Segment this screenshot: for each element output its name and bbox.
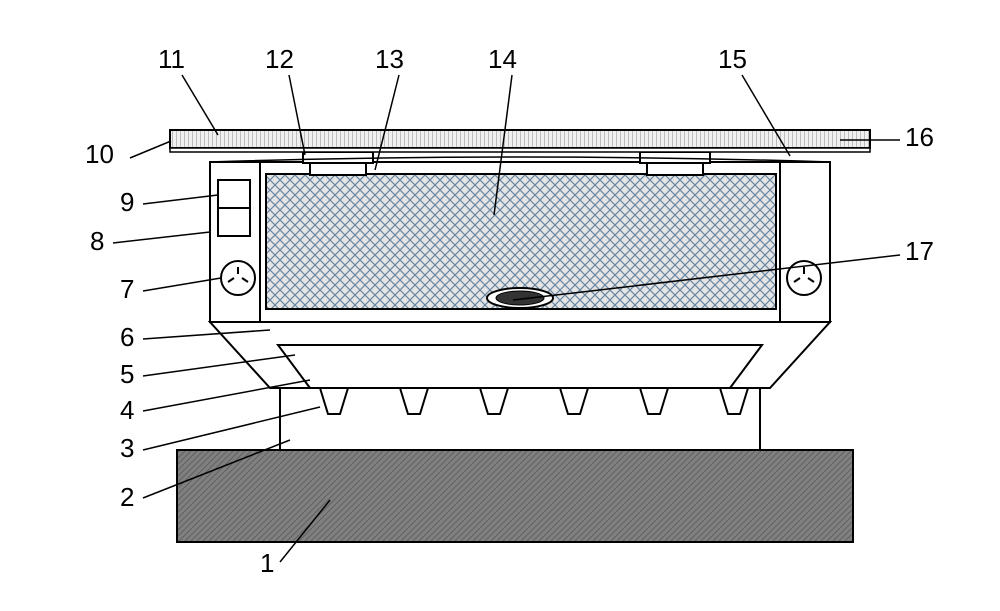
base-plate xyxy=(177,450,853,542)
label-8: 8 xyxy=(90,226,104,257)
label-6: 6 xyxy=(120,322,134,353)
label-14: 14 xyxy=(488,44,517,75)
label-10: 10 xyxy=(85,139,114,170)
nozzle-cone xyxy=(560,388,588,414)
technical-diagram: 1 2 3 4 5 6 7 8 9 10 11 12 13 14 15 16 1… xyxy=(0,0,1000,611)
nozzle-cone xyxy=(720,388,748,414)
nozzle-cone xyxy=(480,388,508,414)
bracket-right xyxy=(640,152,710,175)
label-16: 16 xyxy=(905,122,934,153)
label-5: 5 xyxy=(120,359,134,390)
label-9: 9 xyxy=(120,187,134,218)
nozzle-row xyxy=(320,388,748,414)
bracket-left xyxy=(303,152,373,175)
label-11: 11 xyxy=(158,44,185,75)
nozzle-cone xyxy=(640,388,668,414)
label-15: 15 xyxy=(718,44,747,75)
nozzle-cone xyxy=(400,388,428,414)
socket-left xyxy=(221,261,255,295)
label-3: 3 xyxy=(120,433,134,464)
nozzle-cone xyxy=(320,388,348,414)
diagram-svg xyxy=(0,0,1000,611)
label-17: 17 xyxy=(905,236,934,267)
label-13: 13 xyxy=(375,44,404,75)
label-12: 12 xyxy=(265,44,294,75)
label-4: 4 xyxy=(120,395,134,426)
label-1: 1 xyxy=(260,548,274,579)
baffle xyxy=(278,345,762,388)
label-2: 2 xyxy=(120,482,134,513)
top-rail xyxy=(170,130,870,148)
label-7: 7 xyxy=(120,274,134,305)
